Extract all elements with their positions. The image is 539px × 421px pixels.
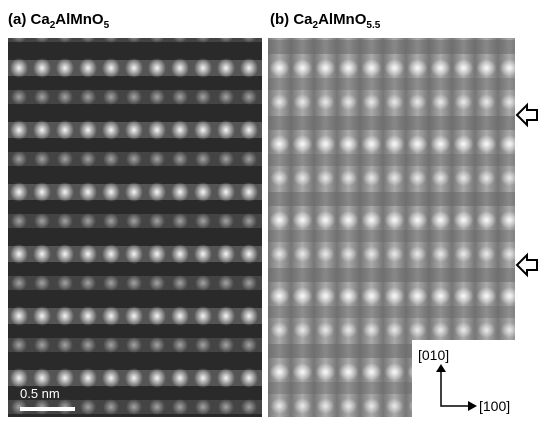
marker-arrow: [517, 105, 537, 125]
label-sub: 5: [104, 20, 110, 31]
marker-arrow: [517, 255, 537, 275]
label-sub: 5.5: [366, 20, 380, 31]
label-text: (b) Ca: [270, 11, 313, 28]
panel-label: (b) Ca2AlMnO5.5: [270, 11, 381, 31]
scale-label: 0.5 nm: [20, 386, 60, 401]
label-text: AlMnO: [55, 11, 104, 28]
label-text: (a) Ca: [8, 11, 50, 28]
axis-label: [100]: [479, 398, 510, 414]
image-a: [8, 38, 262, 417]
figure: (a) Ca2AlMnO5 (b) Ca2AlMnO5.5 0.5 nm [01…: [0, 0, 539, 421]
panel-label: (a) Ca2AlMnO5: [8, 11, 110, 31]
axis-label: [010]: [418, 347, 449, 363]
scale-bar: [20, 407, 75, 411]
label-text: AlMnO: [318, 11, 367, 28]
page: (a) Ca2AlMnO5 (b) Ca2AlMnO5.5 0.5 nm [01…: [0, 0, 539, 421]
